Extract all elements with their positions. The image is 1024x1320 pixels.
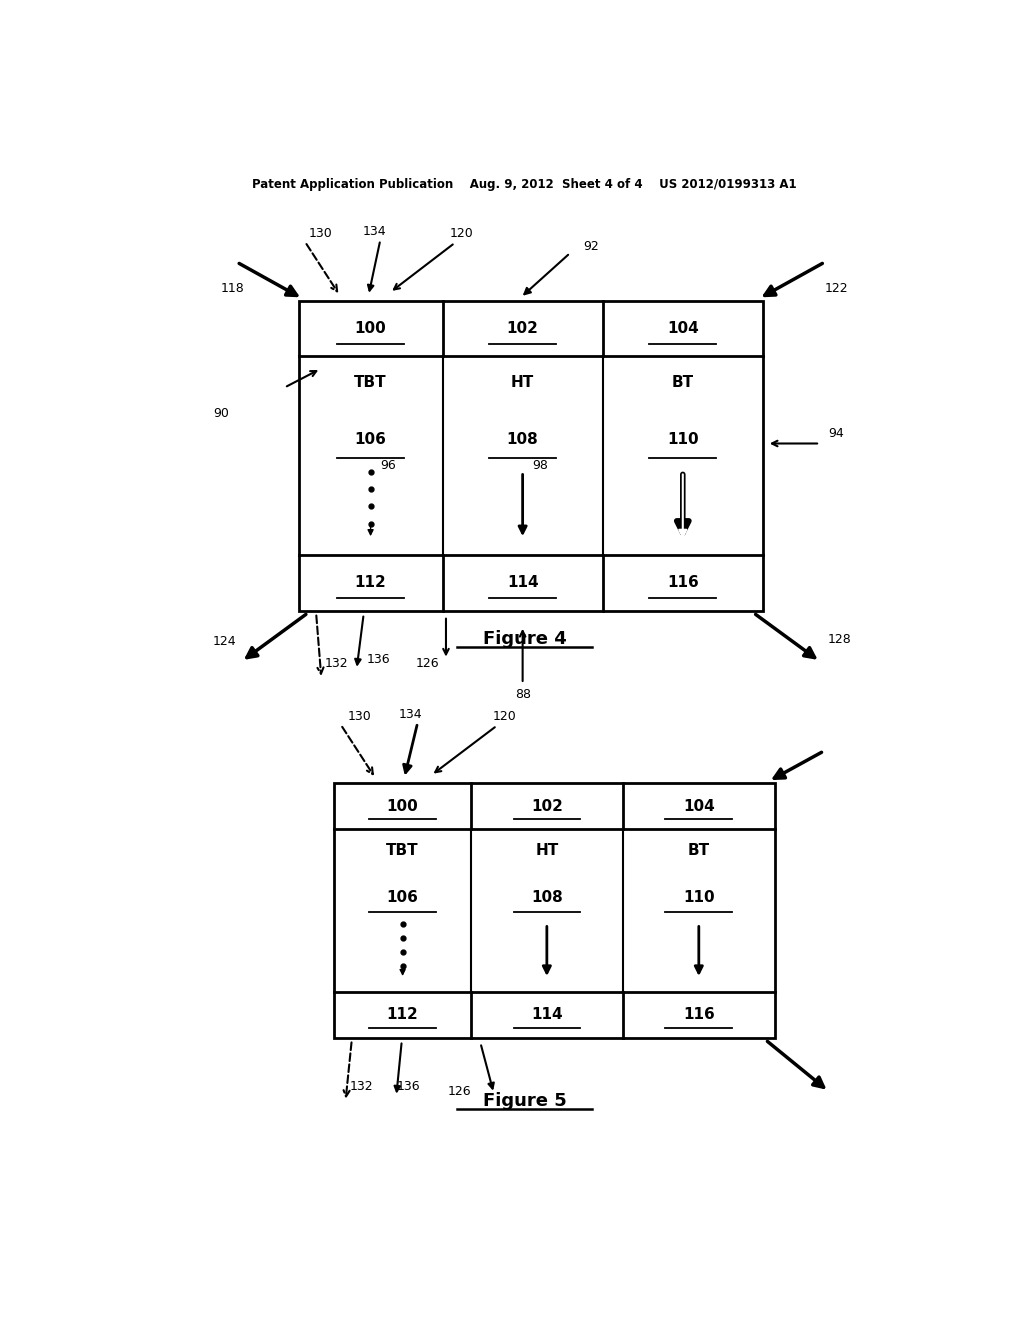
- Text: 126: 126: [447, 1085, 472, 1098]
- Text: Patent Application Publication    Aug. 9, 2012  Sheet 4 of 4    US 2012/0199313 : Patent Application Publication Aug. 9, 2…: [253, 178, 797, 191]
- Text: 110: 110: [683, 890, 715, 906]
- Text: 106: 106: [354, 433, 386, 447]
- Text: 96: 96: [380, 459, 396, 473]
- Text: 94: 94: [828, 426, 844, 440]
- Text: HT: HT: [511, 375, 535, 389]
- Text: 134: 134: [362, 226, 387, 238]
- Text: 114: 114: [531, 1007, 562, 1022]
- Text: 106: 106: [387, 890, 419, 906]
- Text: 114: 114: [507, 576, 539, 590]
- Text: 124: 124: [213, 635, 237, 648]
- Text: HT: HT: [536, 843, 558, 858]
- Text: 136: 136: [397, 1080, 421, 1093]
- Text: 112: 112: [387, 1007, 419, 1022]
- Bar: [334, 784, 775, 1038]
- Text: 88: 88: [515, 688, 530, 701]
- Text: 130: 130: [309, 227, 333, 240]
- Text: 128: 128: [828, 632, 852, 645]
- Text: 134: 134: [398, 708, 422, 721]
- Text: 104: 104: [667, 321, 698, 337]
- Text: 118: 118: [221, 282, 245, 294]
- Text: 98: 98: [532, 459, 548, 473]
- Text: TBT: TBT: [354, 375, 387, 389]
- Text: 126: 126: [416, 657, 439, 671]
- Text: 108: 108: [507, 433, 539, 447]
- Text: 120: 120: [450, 227, 473, 240]
- Text: 102: 102: [530, 799, 563, 814]
- Text: Figure 5: Figure 5: [483, 1092, 566, 1110]
- Text: 104: 104: [683, 799, 715, 814]
- Text: 100: 100: [387, 799, 419, 814]
- Text: 100: 100: [354, 321, 386, 337]
- Text: 92: 92: [584, 240, 599, 253]
- Text: Figure 4: Figure 4: [483, 630, 566, 648]
- Text: 108: 108: [531, 890, 563, 906]
- Text: BT: BT: [672, 375, 694, 389]
- Text: 116: 116: [683, 1007, 715, 1022]
- Bar: [299, 301, 763, 611]
- Text: 130: 130: [348, 710, 372, 723]
- Text: 120: 120: [494, 710, 517, 723]
- Text: 132: 132: [349, 1080, 373, 1093]
- Text: 112: 112: [354, 576, 386, 590]
- Text: 116: 116: [667, 576, 698, 590]
- Text: BT: BT: [688, 843, 710, 858]
- Text: 90: 90: [213, 407, 228, 420]
- Text: 102: 102: [507, 321, 539, 337]
- Text: TBT: TBT: [386, 843, 419, 858]
- Text: 136: 136: [367, 653, 390, 667]
- Text: 122: 122: [824, 282, 849, 294]
- Text: 110: 110: [667, 433, 698, 447]
- Text: 132: 132: [325, 657, 348, 671]
